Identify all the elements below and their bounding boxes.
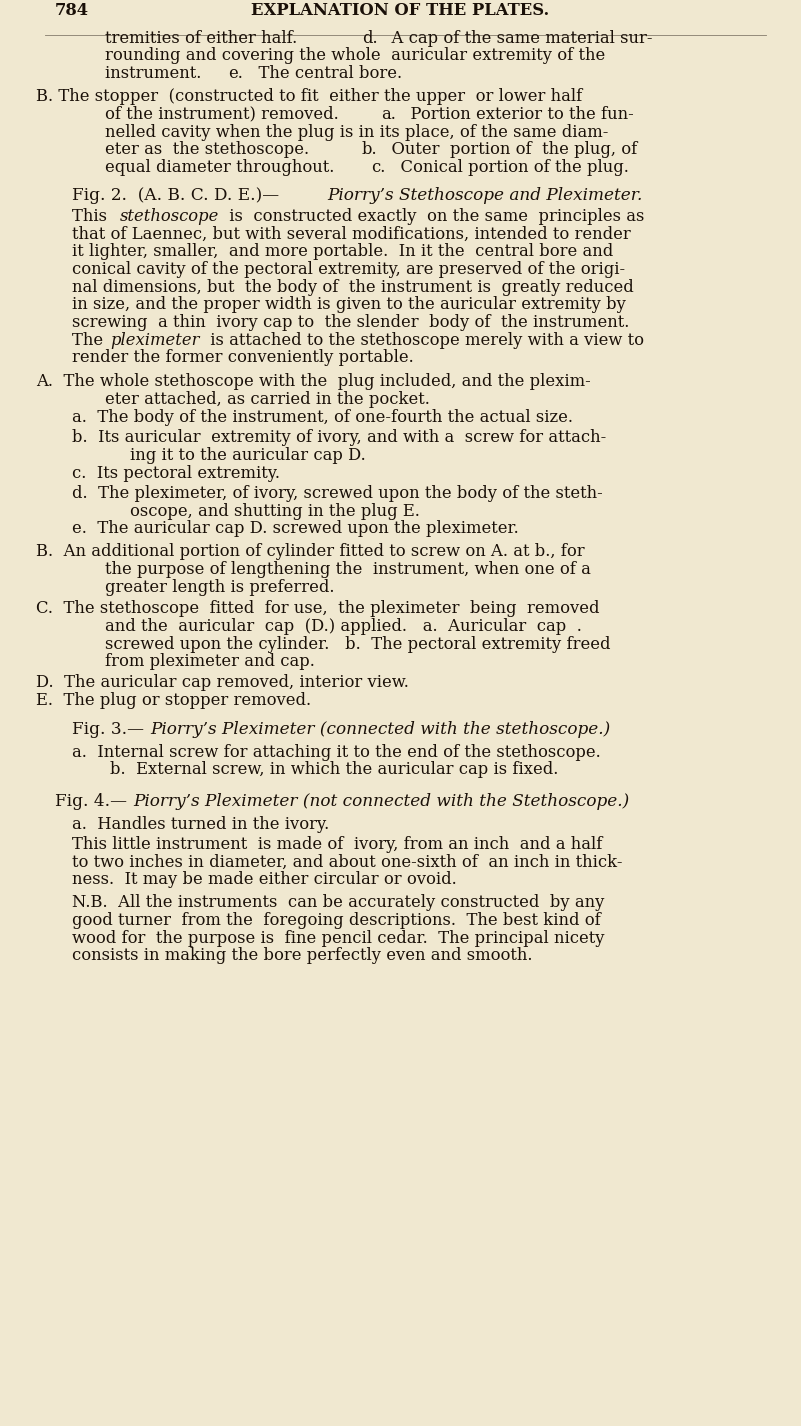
Text: D.  The auricular cap removed, interior view.: D. The auricular cap removed, interior v… xyxy=(36,674,409,692)
Text: render the former conveniently portable.: render the former conveniently portable. xyxy=(72,349,414,366)
Text: a.  Internal screw for attaching it to the end of the stethoscope.: a. Internal screw for attaching it to th… xyxy=(72,743,601,760)
Text: 784: 784 xyxy=(55,1,89,19)
Text: Piorry’s Pleximeter (connected with the stethoscope.): Piorry’s Pleximeter (connected with the … xyxy=(151,720,611,737)
Text: b.  Its auricular  extremity of ivory, and with a  screw for attach-: b. Its auricular extremity of ivory, and… xyxy=(72,429,606,446)
Text: a.  Handles turned in the ivory.: a. Handles turned in the ivory. xyxy=(72,816,329,833)
Text: e.: e. xyxy=(228,66,244,83)
Text: rounding and covering the whole  auricular extremity of the: rounding and covering the whole auricula… xyxy=(105,47,606,64)
Text: Piorry’s Pleximeter (not connected with the Stethoscope.): Piorry’s Pleximeter (not connected with … xyxy=(134,793,630,810)
Text: to two inches in diameter, and about one-sixth of  an inch in thick-: to two inches in diameter, and about one… xyxy=(72,853,622,870)
Text: C.  The stethoscope  fitted  for use,  the pleximeter  being  removed: C. The stethoscope fitted for use, the p… xyxy=(36,600,599,617)
Text: from pleximeter and cap.: from pleximeter and cap. xyxy=(105,653,315,670)
Text: b.  External screw, in which the auricular cap is fixed.: b. External screw, in which the auricula… xyxy=(110,761,558,779)
Text: This little instrument  is made of  ivory, from an inch  and a half: This little instrument is made of ivory,… xyxy=(72,836,602,853)
Text: a.: a. xyxy=(380,106,396,123)
Text: screwed upon the cylinder.   b.  The pectoral extremity freed: screwed upon the cylinder. b. The pector… xyxy=(105,636,610,653)
Text: of the instrument) removed.: of the instrument) removed. xyxy=(105,106,349,123)
Text: nal dimensions, but  the body of  the instrument is  greatly reduced: nal dimensions, but the body of the inst… xyxy=(72,278,634,295)
Text: d.  The pleximeter, of ivory, screwed upon the body of the steth-: d. The pleximeter, of ivory, screwed upo… xyxy=(72,485,602,502)
Text: consists in making the bore perfectly even and smooth.: consists in making the bore perfectly ev… xyxy=(72,947,533,964)
Text: A.  The whole stethoscope with the  plug included, and the plexim-: A. The whole stethoscope with the plug i… xyxy=(36,374,591,391)
Text: d.: d. xyxy=(361,30,377,47)
Text: a.  The body of the instrument, of one-fourth the actual size.: a. The body of the instrument, of one-fo… xyxy=(72,409,573,426)
Text: ing it to the auricular cap D.: ing it to the auricular cap D. xyxy=(130,446,366,463)
Text: B.  An additional portion of cylinder fitted to screw on A. at b., for: B. An additional portion of cylinder fit… xyxy=(36,543,585,560)
Text: Conical portion of the plug.: Conical portion of the plug. xyxy=(390,158,629,175)
Text: eter as  the stethoscope.: eter as the stethoscope. xyxy=(105,141,320,158)
Text: EXPLANATION OF THE PLATES.: EXPLANATION OF THE PLATES. xyxy=(252,1,549,19)
Text: in size, and the proper width is given to the auricular extremity by: in size, and the proper width is given t… xyxy=(72,297,626,314)
Text: the purpose of lengthening the  instrument, when one of a: the purpose of lengthening the instrumen… xyxy=(105,560,591,578)
Text: e.  The auricular cap D. screwed upon the pleximeter.: e. The auricular cap D. screwed upon the… xyxy=(72,520,519,538)
Text: instrument.: instrument. xyxy=(105,66,212,83)
Text: greater length is preferred.: greater length is preferred. xyxy=(105,579,335,596)
Text: Piorry’s Stethoscope and Pleximeter.: Piorry’s Stethoscope and Pleximeter. xyxy=(328,187,643,204)
Text: is  constructed exactly  on the same  principles as: is constructed exactly on the same princ… xyxy=(224,208,645,225)
Text: nelled cavity when the plug is in its place, of the same diam-: nelled cavity when the plug is in its pl… xyxy=(105,124,609,141)
Text: that of Laennec, but with several modifications, intended to render: that of Laennec, but with several modifi… xyxy=(72,225,630,242)
Text: E.  The plug or stopper removed.: E. The plug or stopper removed. xyxy=(36,692,311,709)
Text: c.  Its pectoral extremity.: c. Its pectoral extremity. xyxy=(72,465,280,482)
Text: good turner  from the  foregoing descriptions.  The best kind of: good turner from the foregoing descripti… xyxy=(72,911,601,928)
Text: Portion exterior to the fun-: Portion exterior to the fun- xyxy=(400,106,634,123)
Text: equal diameter throughout.: equal diameter throughout. xyxy=(105,158,345,175)
Text: b.: b. xyxy=(361,141,377,158)
Text: This: This xyxy=(72,208,112,225)
Text: wood for  the purpose is  fine pencil cedar.  The principal nicety: wood for the purpose is fine pencil ceda… xyxy=(72,930,605,947)
Text: is attached to the stethoscope merely with a view to: is attached to the stethoscope merely wi… xyxy=(205,332,644,349)
Text: and the  auricular  cap  (D.) applied.   a.  Auricular  cap  .: and the auricular cap (D.) applied. a. A… xyxy=(105,617,582,635)
Text: A cap of the same material sur-: A cap of the same material sur- xyxy=(380,30,652,47)
Text: Outer  portion of  the plug, of: Outer portion of the plug, of xyxy=(380,141,637,158)
Text: ness.  It may be made either circular or ovoid.: ness. It may be made either circular or … xyxy=(72,871,457,888)
Text: eter attached, as carried in the pocket.: eter attached, as carried in the pocket. xyxy=(105,391,430,408)
Text: c.: c. xyxy=(371,158,385,175)
Text: pleximeter: pleximeter xyxy=(110,332,199,349)
Text: Fig. 2.  (A. B. C. D. E.)—: Fig. 2. (A. B. C. D. E.)— xyxy=(72,187,279,204)
Text: tremities of either half.: tremities of either half. xyxy=(105,30,308,47)
Text: Fig. 4.—: Fig. 4.— xyxy=(55,793,127,810)
Text: stethoscope: stethoscope xyxy=(119,208,219,225)
Text: conical cavity of the pectoral extremity, are preserved of the origi-: conical cavity of the pectoral extremity… xyxy=(72,261,625,278)
Text: N.B.  All the instruments  can be accurately constructed  by any: N.B. All the instruments can be accurate… xyxy=(72,894,605,911)
Text: screwing  a thin  ivory cap to  the slender  body of  the instrument.: screwing a thin ivory cap to the slender… xyxy=(72,314,630,331)
Text: Fig. 3.—: Fig. 3.— xyxy=(72,720,144,737)
Text: The: The xyxy=(72,332,108,349)
Text: it lighter, smaller,  and more portable.  In it the  central bore and: it lighter, smaller, and more portable. … xyxy=(72,242,614,260)
Text: B. The stopper  (constructed to fit  either the upper  or lower half: B. The stopper (constructed to fit eithe… xyxy=(36,88,582,106)
Text: oscope, and shutting in the plug E.: oscope, and shutting in the plug E. xyxy=(130,502,420,519)
Text: The central bore.: The central bore. xyxy=(248,66,402,83)
